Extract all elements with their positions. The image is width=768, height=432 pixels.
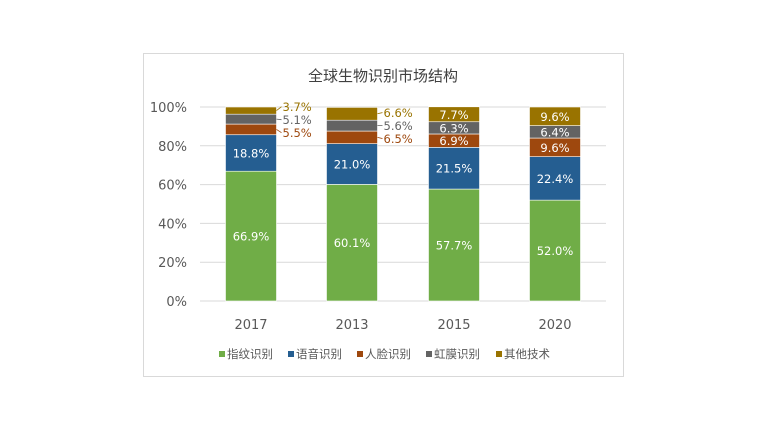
legend-label: 指纹识别 [227, 347, 273, 361]
bar-segment [428, 106, 480, 123]
legend-label: 虹膜识别 [434, 347, 480, 361]
chart-frame [143, 53, 624, 377]
legend-item: 语音识别 [288, 347, 342, 361]
leader-line [276, 118, 282, 121]
y-tick-label: 20% [158, 256, 187, 271]
bar-segment [428, 147, 480, 190]
x-tick-label: 2017 [234, 318, 267, 333]
data-label: 6.6% [384, 106, 413, 120]
data-label: 18.8% [233, 146, 270, 160]
leader-line [276, 106, 282, 111]
x-tick-label: 2013 [335, 318, 368, 333]
y-tick-label: 100% [150, 101, 187, 116]
data-label: 5.1% [283, 113, 312, 127]
legend-swatch [219, 351, 225, 357]
bar-segment [326, 184, 378, 302]
bar-stack-2015: 57.7% 21.5% 6.9%6.3%7.7% 2015 [428, 106, 480, 333]
leader-line [377, 136, 383, 139]
bar-segment [326, 107, 378, 121]
data-label: 66.9% [233, 230, 270, 244]
data-label: 22.4% [537, 172, 574, 186]
bar-segment [326, 130, 378, 144]
leader-line [276, 129, 282, 134]
data-label: 21.0% [334, 158, 371, 172]
legend-label: 其他技术 [504, 347, 550, 361]
bar-segment [225, 123, 277, 136]
bar-stack-2020: 52.0%22.4%9.6%6.4%9.6%2020 [529, 106, 581, 333]
x-tick-label: 2015 [437, 318, 470, 333]
bar-stack-2017: 66.9% 18.8% 5.5%5.1%3.7% 2017 [225, 100, 312, 333]
bar-segment [326, 143, 378, 185]
bar-segment [225, 113, 277, 125]
bar-segment [529, 156, 581, 201]
legend-label: 语音识别 [296, 347, 342, 361]
bar-segment [225, 106, 277, 115]
data-label: 6.9% [439, 134, 468, 148]
data-label: 3.7% [283, 100, 312, 114]
data-label: 21.5% [436, 162, 473, 176]
y-tick-label: 0% [166, 295, 187, 310]
bar-segment [326, 119, 378, 132]
leader-line [377, 112, 383, 115]
legend-item: 指纹识别 [219, 347, 273, 361]
data-label: 6.4% [540, 125, 569, 139]
data-label: 6.3% [439, 121, 468, 135]
legend-swatch [288, 351, 294, 357]
y-tick-label: 80% [158, 140, 187, 155]
data-label: 7.7% [439, 108, 468, 122]
legend-item: 其他技术 [496, 347, 550, 361]
legend-swatch [496, 351, 502, 357]
bar-segment [225, 134, 277, 172]
legend-swatch [357, 351, 363, 357]
y-tick-label: 40% [158, 217, 187, 232]
legend-label: 人脸识别 [365, 347, 411, 361]
data-label: 9.6% [540, 110, 569, 124]
y-tick-label: 60% [158, 179, 187, 194]
data-label: 5.5% [283, 126, 312, 140]
legend-item: 虹膜识别 [426, 347, 480, 361]
data-label: 5.6% [384, 119, 413, 133]
data-label: 9.6% [540, 141, 569, 155]
legend-swatch [426, 351, 432, 357]
legend-item: 人脸识别 [357, 347, 411, 361]
bar-segment [529, 106, 581, 126]
chart-title: 全球生物识别市场结构 [308, 67, 458, 85]
bar-segment [529, 199, 581, 302]
data-label: 6.5% [384, 132, 413, 146]
data-label: 52.0% [537, 244, 574, 258]
bar-stack-2013: 60.1% 21.0% 6.5%5.6%6.6% 2013 [326, 106, 413, 333]
bar-segment [428, 188, 480, 302]
x-tick-label: 2020 [538, 318, 571, 333]
data-label: 60.1% [334, 236, 371, 250]
data-label: 57.7% [436, 239, 473, 253]
